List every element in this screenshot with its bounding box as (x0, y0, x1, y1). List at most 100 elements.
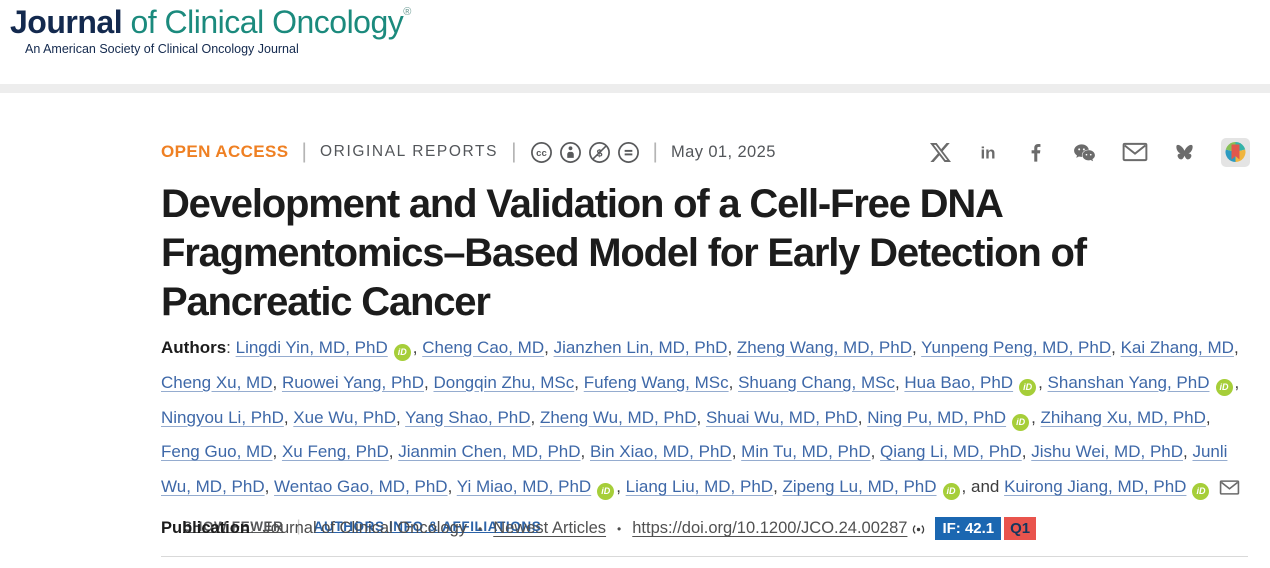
orcid-icon[interactable]: iD (1019, 378, 1037, 396)
newest-articles-link[interactable]: Newest Articles (493, 519, 607, 537)
quartile-badge: Q1 (1004, 517, 1037, 540)
author-separator: , (728, 372, 739, 392)
show-fewer-button[interactable]: SHOW FEWER (183, 518, 284, 534)
author-link[interactable]: Shuai Wu, MD, PhD (705, 407, 858, 427)
author-separator: , (870, 442, 881, 462)
orcid-icon[interactable]: iD (942, 483, 960, 501)
author-link[interactable]: Yi Miao, MD, PhD (456, 477, 592, 497)
wechat-icon[interactable] (1071, 140, 1098, 165)
author-link[interactable]: Xue Wu, PhD (293, 407, 396, 427)
article-title-line: Fragmentomics–Based Model for Early Dete… (161, 231, 1087, 275)
share-toolbar: in (930, 137, 1250, 167)
author-separator: , (544, 338, 554, 357)
article-title: Development and Validation of a Cell-Fre… (161, 180, 1087, 327)
article-title-line: Pancreatic Cancer (161, 280, 491, 324)
orcid-icon[interactable]: iD (1192, 483, 1210, 501)
author-conjunction: and (970, 477, 1005, 497)
author-separator: , (961, 477, 971, 497)
author-separator: , (912, 338, 922, 357)
publication-label: Publication (161, 519, 250, 537)
author-link[interactable]: Kuirong Jiang, MD, PhD (1004, 477, 1187, 497)
orcid-icon[interactable]: iD (1215, 378, 1233, 396)
author-separator: , (412, 338, 423, 357)
cc-nd-icon[interactable] (617, 141, 640, 164)
facebook-icon[interactable] (1025, 141, 1047, 164)
author-link[interactable]: Jianzhen Lin, MD, PhD (553, 338, 728, 357)
journal-logo[interactable]: Journal of Clinical Oncology® An America… (10, 4, 411, 56)
author-link[interactable]: Kai Zhang, MD (1120, 338, 1234, 357)
article-meta-left: OPEN ACCESS | ORIGINAL REPORTS | cc $ | M… (161, 140, 776, 164)
author-link[interactable]: Cheng Xu, MD (161, 372, 273, 392)
metrics-icon[interactable] (910, 523, 927, 536)
author-link[interactable]: Zheng Wang, MD, PhD (736, 338, 912, 357)
author-separator: , (264, 477, 275, 497)
author-link[interactable]: Ruowei Yang, PhD (281, 372, 425, 392)
author-separator: , (727, 338, 737, 357)
author-link[interactable]: Bin Xiao, MD, PhD (589, 442, 732, 462)
orcid-icon[interactable]: iD (393, 344, 411, 361)
author-separator: , (580, 442, 590, 462)
author-link[interactable]: Hua Bao, PhD (904, 372, 1014, 392)
author-separator: , (272, 372, 282, 392)
author-link[interactable]: Ning Pu, MD, PhD (867, 407, 1007, 427)
bullet-separator: • (617, 521, 622, 536)
author-link[interactable]: Xu Feng, PhD (281, 442, 389, 462)
author-link[interactable]: Cheng Cao, MD (422, 338, 545, 357)
author-link[interactable]: Dongqin Zhu, MSc (433, 372, 575, 392)
cc-icon[interactable]: cc (530, 141, 553, 164)
author-link[interactable]: Shanshan Yang, PhD (1047, 372, 1210, 392)
author-separator: , (857, 407, 868, 427)
author-separator: , (1111, 338, 1121, 357)
author-link[interactable]: Feng Guo, MD (161, 442, 273, 462)
author-separator: , (388, 442, 399, 462)
author-link[interactable]: Yang Shao, PhD (405, 407, 531, 427)
author-separator: , (1233, 338, 1239, 357)
author-link[interactable]: Fufeng Wang, MSc (583, 372, 729, 392)
author-separator: , (574, 372, 584, 392)
author-link[interactable]: Zheng Wu, MD, PhD (539, 407, 697, 427)
email-icon[interactable] (1122, 141, 1148, 163)
author-link[interactable]: Min Tu, MD, PhD (741, 442, 871, 462)
author-link[interactable]: Zipeng Lu, MD, PhD (782, 477, 937, 497)
cc-nc-icon[interactable]: $ (588, 141, 611, 164)
author-separator: , (1205, 407, 1211, 427)
author-separator: , (530, 407, 540, 427)
author-separator: , (395, 407, 406, 427)
journal-logo-rest: of Clinical Oncology (122, 4, 404, 40)
bluesky-icon[interactable] (1172, 141, 1197, 164)
author-link[interactable]: Ningyou Li, PhD (161, 407, 284, 427)
author-separator: , (447, 477, 457, 497)
author-link[interactable]: Qiang Li, MD, PhD (880, 442, 1022, 462)
bookmark-app-icon[interactable] (1221, 137, 1250, 167)
author-link[interactable]: Jishu Wei, MD, PhD (1031, 442, 1184, 462)
author-link[interactable]: Wentao Gao, MD, PhD (274, 477, 448, 497)
author-link[interactable]: Liang Liu, MD, PhD (625, 477, 774, 497)
author-list: Lingdi Yin, MD, PhD iD, Cheng Cao, MD, Ji… (161, 338, 1240, 501)
author-separator: , (696, 407, 706, 427)
author-separator: , (731, 442, 742, 462)
author-link[interactable]: Lingdi Yin, MD, PhD (235, 338, 388, 357)
author-link[interactable]: Junli Wu, MD, PhD (161, 442, 1228, 497)
author-separator: , (283, 407, 294, 427)
publication-colon: : (249, 519, 255, 537)
author-link[interactable]: Zhihang Xu, MD, PhD (1040, 407, 1206, 427)
impact-factor-badge: IF: 42.1 (935, 517, 1002, 540)
linkedin-icon[interactable]: in (975, 140, 1001, 164)
author-link[interactable]: Shuang Chang, MSc (738, 372, 895, 392)
author-link[interactable]: Jianmin Chen, MD, PhD (398, 442, 581, 462)
email-author-icon[interactable] (1219, 474, 1240, 509)
x-icon[interactable] (930, 142, 951, 163)
cc-by-icon[interactable] (559, 141, 582, 164)
author-link[interactable]: Yunpeng Peng, MD, PhD (921, 338, 1112, 357)
orcid-icon[interactable]: iD (1012, 413, 1030, 431)
article-meta-row: OPEN ACCESS | ORIGINAL REPORTS | cc $ | M… (161, 133, 1250, 171)
author-separator: , (616, 477, 626, 497)
authors-links-separator: | (296, 517, 301, 535)
author-separator: , (272, 442, 282, 462)
publication-date: May 01, 2025 (671, 142, 776, 161)
doi-link[interactable]: https://doi.org/10.1200/JCO.24.00287 (632, 519, 908, 537)
registered-mark: ® (403, 6, 411, 18)
orcid-icon[interactable]: iD (597, 483, 615, 501)
authors-info-link[interactable]: AUTHORS INFO & AFFILIATIONS (313, 518, 542, 534)
